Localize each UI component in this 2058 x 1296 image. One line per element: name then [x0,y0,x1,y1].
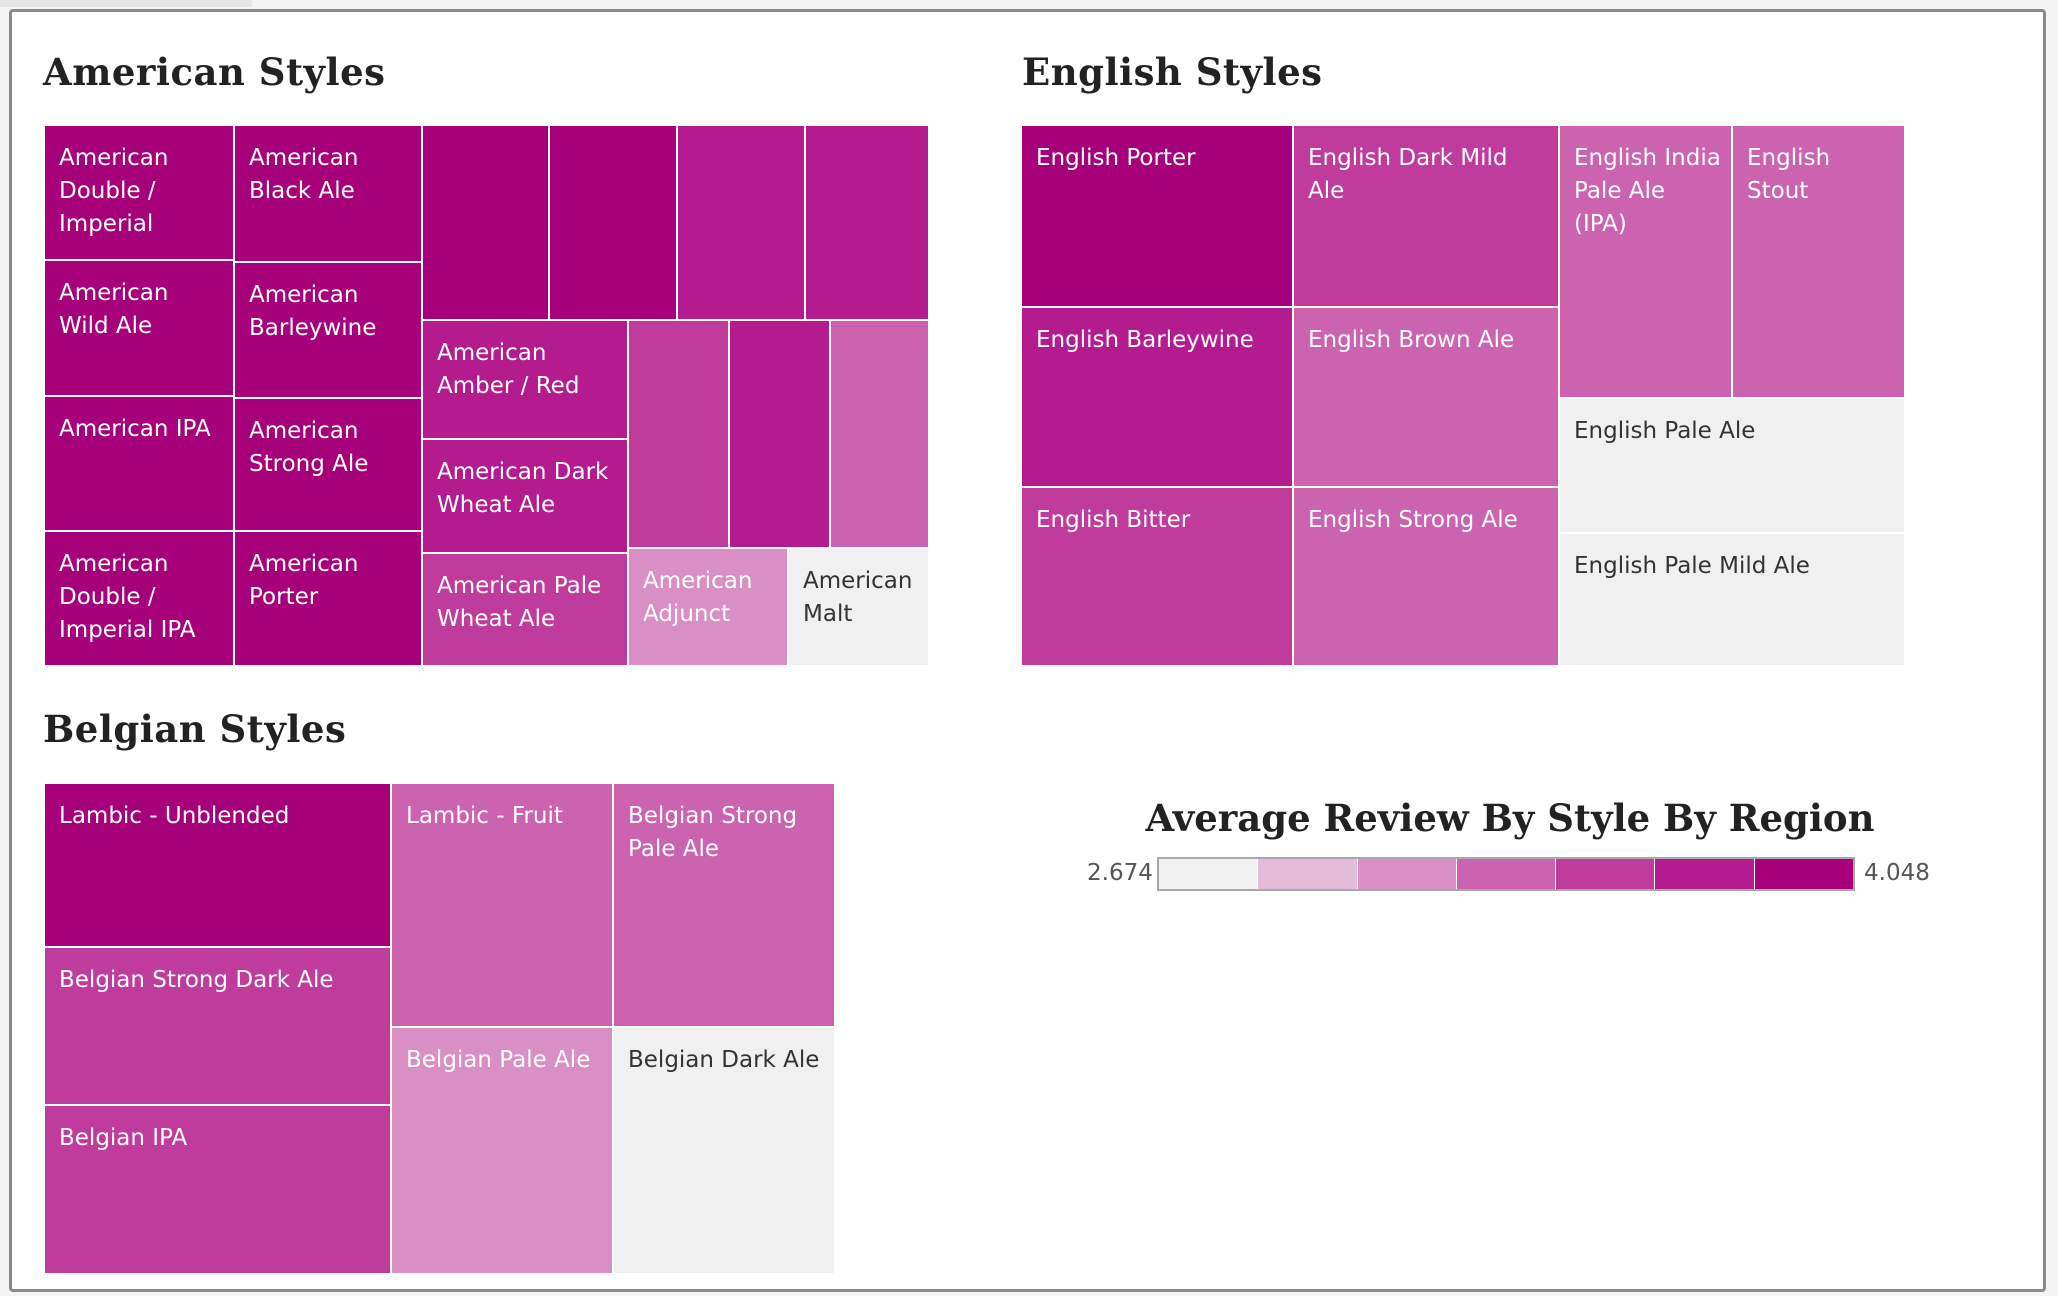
legend-max-value: 4.048 [1864,860,1930,886]
treemap-tile[interactable]: Belgian Strong Dark Ale [45,948,392,1106]
tile-label: American Strong Ale [249,418,369,477]
treemap-tile[interactable]: Belgian Strong Pale Ale [614,784,836,1028]
tile-label: American Pale Wheat Ale [437,573,602,632]
tile-label: Belgian IPA [59,1125,188,1151]
treemap-tile[interactable]: American Double / Imperial [45,126,235,261]
legend-swatch [1655,859,1755,889]
tile-label: English Brown Ale [1308,327,1515,353]
treemap-tile[interactable]: American IPA [45,397,235,532]
tile-label: American Barleywine [249,282,377,341]
tile-label: American Double / Imperial IPA [59,551,196,643]
treemap-tile[interactable]: American Porter [235,532,423,667]
treemap-tile[interactable]: English Porter [1022,126,1294,308]
tile-label: English Barleywine [1036,327,1254,353]
treemap-tile[interactable]: Lambic - Unblended [45,784,392,948]
treemap-tile[interactable]: English Pale Mild Ale [1560,534,1906,667]
legend-swatch [1754,859,1853,889]
tile-label: English Bitter [1036,507,1191,533]
tile-label: American Amber / Red [437,340,580,399]
treemap-tile[interactable]: English Barleywine [1022,308,1294,488]
english-title: English Styles [1022,50,1323,94]
tile-label: English Pale Ale [1574,418,1756,444]
treemap-tile[interactable]: English India Pale Ale (IPA) [1560,126,1733,399]
tile-label: English India Pale Ale (IPA) [1574,145,1721,237]
treemap-tile[interactable]: Belgian Pale Ale [392,1028,614,1275]
treemap-tile[interactable]: American Amber / Red [423,321,629,440]
treemap-tile[interactable]: English Dark Mild Ale [1294,126,1560,308]
treemap-tile[interactable] [678,126,806,321]
treemap-tile[interactable]: English Pale Ale [1560,399,1906,534]
treemap-tile[interactable]: American Black Ale [235,126,423,263]
treemap-tile[interactable]: American Double / Imperial IPA [45,532,235,667]
tile-label: American Dark Wheat Ale [437,459,609,518]
legend-swatch [1357,859,1457,889]
tile-label: Lambic - Unblended [59,803,290,829]
american-title: American Styles [43,50,386,94]
legend-title: Average Review By Style By Region [1145,796,1875,840]
legend-swatch [1159,859,1259,889]
treemap-tile[interactable]: Belgian IPA [45,1106,392,1275]
treemap-tile[interactable]: American Barleywine [235,263,423,399]
tile-label: English Pale Mild Ale [1574,553,1810,579]
treemap-tile[interactable]: American Strong Ale [235,399,423,532]
treemap-tile[interactable] [730,321,831,549]
treemap-tile[interactable]: English Stout [1733,126,1906,399]
tile-label: Belgian Dark Ale [628,1047,820,1073]
treemap-tile[interactable]: American Malt [789,549,930,667]
treemap-tile[interactable] [423,126,550,321]
treemap-tile[interactable]: American Adjunct [629,549,789,667]
tile-label: American Malt [803,568,913,627]
dashboard-frame: American Styles American Double / Imperi… [9,9,2046,1292]
tile-label: American Black Ale [249,145,359,204]
treemap-tile[interactable] [629,321,730,549]
tile-label: Belgian Pale Ale [406,1047,591,1073]
tile-label: Belgian Strong Dark Ale [59,967,334,993]
tile-label: American Porter [249,551,359,610]
tile-label: English Porter [1036,145,1196,171]
tile-label: American IPA [59,416,211,442]
top-strip [0,0,252,7]
legend-min-value: 2.674 [1087,860,1153,886]
treemap-tile[interactable]: English Strong Ale [1294,488,1560,667]
treemap-tile[interactable]: English Brown Ale [1294,308,1560,488]
belgian-title: Belgian Styles [43,707,347,751]
treemap-tile[interactable]: American Pale Wheat Ale [423,554,629,667]
treemap-tile[interactable]: English Bitter [1022,488,1294,667]
belgian-treemap: Lambic - Unblended Belgian Strong Dark Al… [45,784,836,1275]
legend-swatch [1456,859,1557,889]
tile-label: English Dark Mild Ale [1308,145,1508,204]
tile-label: Lambic - Fruit [406,803,563,829]
tile-label: American Adjunct [643,568,753,627]
treemap-tile[interactable] [831,321,930,549]
treemap-tile[interactable] [550,126,678,321]
legend-swatch [1556,859,1656,889]
english-treemap: English Porter English Barleywine English … [1022,126,1906,667]
treemap-tile[interactable]: Lambic - Fruit [392,784,614,1028]
tile-label: English Strong Ale [1308,507,1518,533]
tile-label: American Double / Imperial [59,145,169,237]
american-treemap: American Double / Imperial American Wild … [45,126,930,667]
color-legend-ramp [1157,857,1855,891]
treemap-tile[interactable]: American Dark Wheat Ale [423,440,629,554]
legend-swatch [1258,859,1358,889]
tile-label: American Wild Ale [59,280,169,339]
tile-label: English Stout [1747,145,1831,204]
treemap-tile[interactable] [806,126,930,321]
treemap-tile[interactable]: Belgian Dark Ale [614,1028,836,1275]
treemap-tile[interactable]: American Wild Ale [45,261,235,397]
tile-label: Belgian Strong Pale Ale [628,803,798,862]
